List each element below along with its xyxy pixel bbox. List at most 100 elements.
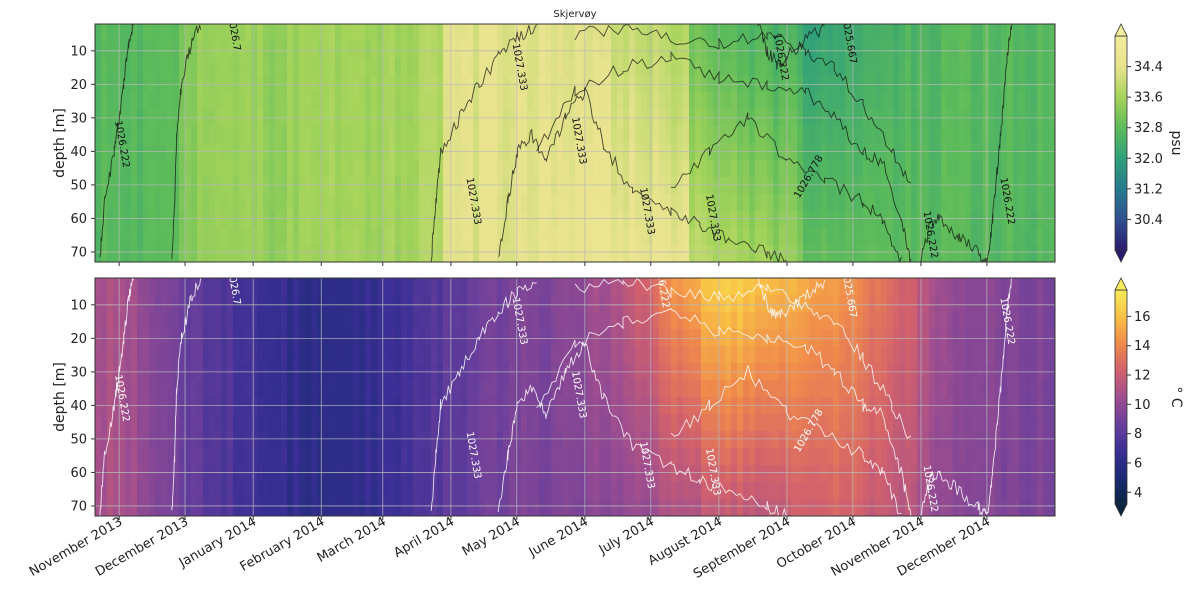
field-cell — [743, 465, 750, 483]
field-cell — [821, 414, 828, 432]
field-cell — [371, 499, 378, 516]
field-cell — [383, 75, 390, 93]
field-cell — [545, 41, 552, 59]
field-cell — [917, 126, 924, 144]
field-cell — [911, 177, 918, 195]
field-cell — [1043, 58, 1050, 76]
field-cell — [437, 58, 444, 76]
field-cell — [413, 448, 420, 466]
field-cell — [485, 41, 492, 59]
field-cell — [191, 177, 198, 195]
field-cell — [701, 482, 708, 500]
field-cell — [755, 312, 762, 330]
field-cell — [839, 177, 846, 195]
field-cell — [995, 160, 1002, 178]
field-cell — [983, 482, 990, 500]
field-cell — [881, 228, 888, 246]
field-cell — [845, 431, 852, 449]
field-cell — [947, 397, 954, 415]
field-cell — [743, 194, 750, 212]
field-cell — [977, 278, 984, 296]
field-cell — [137, 482, 144, 500]
field-cell — [455, 295, 462, 313]
field-cell — [671, 92, 678, 110]
field-cell — [491, 380, 498, 398]
field-cell — [335, 278, 342, 296]
field-cell — [911, 58, 918, 76]
field-cell — [809, 397, 816, 415]
field-cell — [707, 126, 714, 144]
field-cell — [1031, 75, 1038, 93]
field-cell — [443, 177, 450, 195]
field-cell — [527, 58, 534, 76]
field-cell — [845, 160, 852, 178]
field-cell — [473, 177, 480, 195]
field-cell — [749, 295, 756, 313]
field-cell — [509, 228, 516, 246]
field-cell — [167, 380, 174, 398]
field-cell — [1031, 92, 1038, 110]
field-cell — [401, 380, 408, 398]
field-cell — [455, 143, 462, 161]
field-cell — [137, 58, 144, 76]
field-cell — [1037, 278, 1044, 296]
field-cell — [209, 295, 216, 313]
field-cell — [197, 160, 204, 178]
field-cell — [545, 92, 552, 110]
field-cell — [323, 278, 330, 296]
field-cell — [707, 499, 714, 516]
field-cell — [707, 397, 714, 415]
field-cell — [389, 75, 396, 93]
field-cell — [461, 245, 468, 262]
field-cell — [191, 295, 198, 313]
field-cell — [659, 211, 666, 229]
field-cell — [611, 380, 618, 398]
field-cell — [929, 194, 936, 212]
field-cell — [179, 92, 186, 110]
field-cell — [893, 380, 900, 398]
field-cell — [581, 295, 588, 313]
field-cell — [215, 126, 222, 144]
field-cell — [197, 126, 204, 144]
field-cell — [467, 431, 474, 449]
field-cell — [809, 465, 816, 483]
field-cell — [635, 211, 642, 229]
field-cell — [887, 194, 894, 212]
field-cell — [719, 211, 726, 229]
field-cell — [647, 126, 654, 144]
field-cell — [389, 143, 396, 161]
field-cell — [263, 295, 270, 313]
field-cell — [917, 380, 924, 398]
field-cell — [953, 75, 960, 93]
field-cell — [557, 24, 564, 42]
field-cell — [623, 431, 630, 449]
field-cell — [881, 278, 888, 296]
field-cell — [491, 194, 498, 212]
field-cell — [227, 278, 234, 296]
field-cell — [461, 482, 468, 500]
field-cell — [971, 143, 978, 161]
field-cell — [671, 194, 678, 212]
field-cell — [383, 41, 390, 59]
field-cell — [755, 92, 762, 110]
field-cell — [737, 312, 744, 330]
field-cell — [779, 143, 786, 161]
field-cell — [1025, 448, 1032, 466]
field-cell — [383, 211, 390, 229]
field-cell — [1049, 177, 1055, 195]
field-cell — [725, 431, 732, 449]
field-cell — [149, 24, 156, 42]
field-cell — [647, 41, 654, 59]
field-cell — [881, 346, 888, 364]
field-cell — [725, 75, 732, 93]
field-cell — [743, 295, 750, 313]
field-cell — [113, 397, 120, 415]
field-cell — [989, 177, 996, 195]
field-cell — [1031, 245, 1038, 262]
field-cell — [509, 431, 516, 449]
field-cell — [737, 397, 744, 415]
field-cell — [329, 295, 336, 313]
field-cell — [485, 295, 492, 313]
field-cell — [173, 245, 180, 262]
